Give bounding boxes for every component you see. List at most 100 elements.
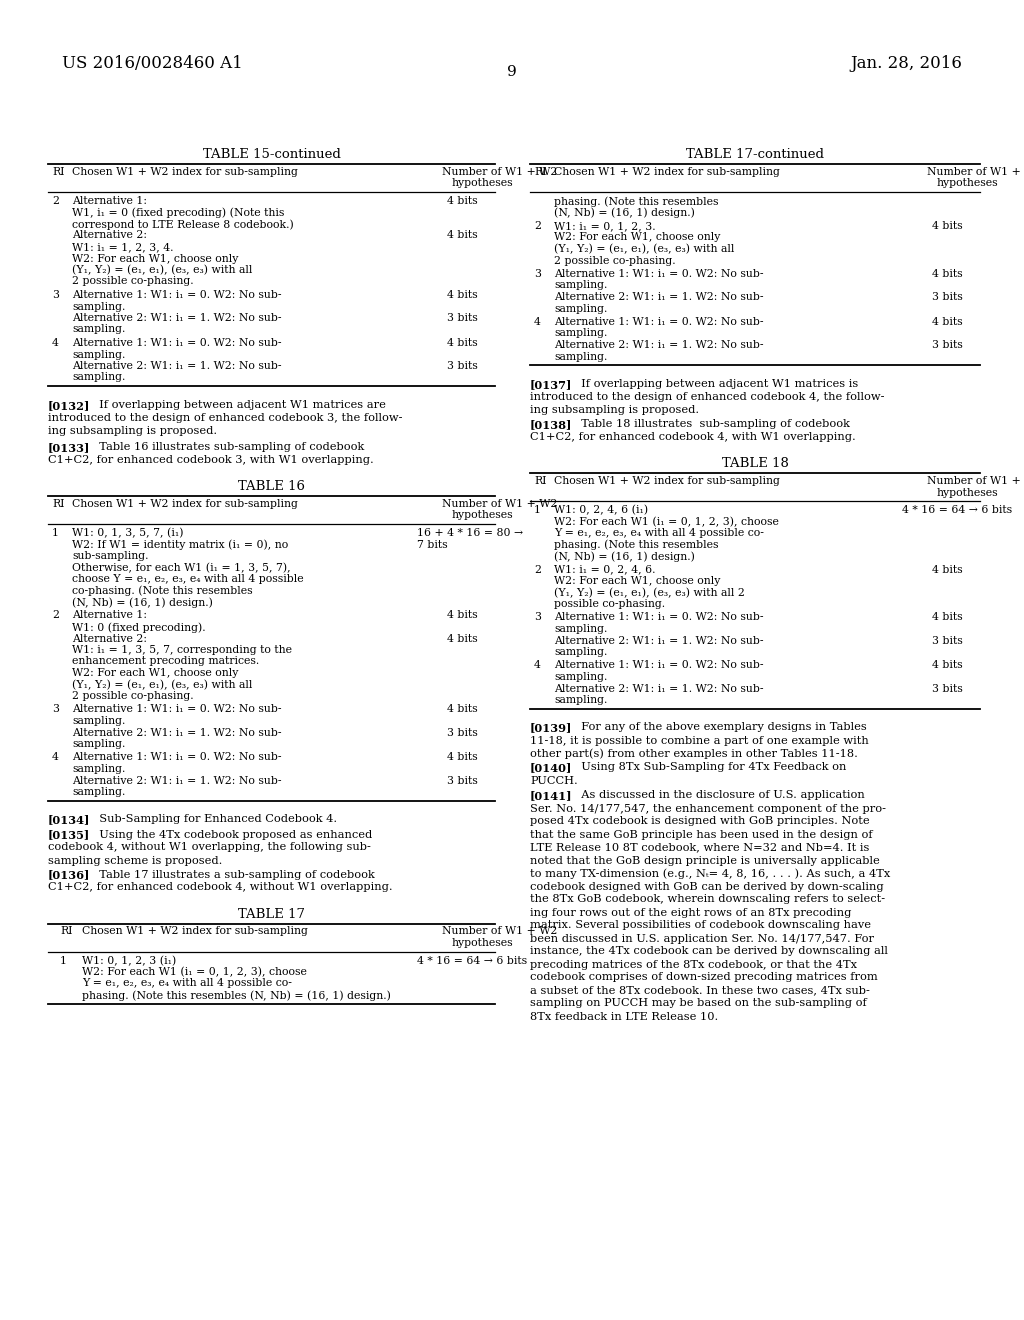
Text: Chosen W1 + W2 index for sub-sampling: Chosen W1 + W2 index for sub-sampling bbox=[72, 168, 298, 177]
Text: [0140]: [0140] bbox=[530, 763, 572, 774]
Text: Chosen W1 + W2 index for sub-sampling: Chosen W1 + W2 index for sub-sampling bbox=[554, 168, 780, 177]
Text: Ser. No. 14/177,547, the enhancement component of the pro-: Ser. No. 14/177,547, the enhancement com… bbox=[530, 804, 886, 813]
Text: 4 bits: 4 bits bbox=[447, 634, 477, 644]
Text: 11-18, it is possible to combine a part of one example with: 11-18, it is possible to combine a part … bbox=[530, 735, 868, 746]
Text: Alternative 1: W1: i₁ = 0. W2: No sub-: Alternative 1: W1: i₁ = 0. W2: No sub- bbox=[72, 705, 282, 714]
Text: W1: i₁ = 1, 2, 3, 4.: W1: i₁ = 1, 2, 3, 4. bbox=[72, 242, 173, 252]
Text: RI: RI bbox=[60, 927, 73, 936]
Text: sampling scheme is proposed.: sampling scheme is proposed. bbox=[48, 855, 222, 866]
Text: introduced to the design of enhanced codebook 4, the follow-: introduced to the design of enhanced cod… bbox=[530, 392, 885, 403]
Text: TABLE 17: TABLE 17 bbox=[238, 908, 305, 920]
Text: Chosen W1 + W2 index for sub-sampling: Chosen W1 + W2 index for sub-sampling bbox=[72, 499, 298, 510]
Text: sampling.: sampling. bbox=[72, 325, 125, 334]
Text: Alternative 1: W1: i₁ = 0. W2: No sub-: Alternative 1: W1: i₁ = 0. W2: No sub- bbox=[72, 290, 282, 300]
Text: Alternative 1: W1: i₁ = 0. W2: No sub-: Alternative 1: W1: i₁ = 0. W2: No sub- bbox=[554, 317, 764, 327]
Text: Alternative 2: W1: i₁ = 1. W2: No sub-: Alternative 2: W1: i₁ = 1. W2: No sub- bbox=[72, 313, 282, 323]
Text: Number of W1 + W2: Number of W1 + W2 bbox=[927, 168, 1024, 177]
Text: Number of W1 + W2: Number of W1 + W2 bbox=[442, 499, 557, 510]
Text: 3: 3 bbox=[52, 705, 59, 714]
Text: TABLE 18: TABLE 18 bbox=[722, 457, 788, 470]
Text: W1: 0, 1, 2, 3 (i₁): W1: 0, 1, 2, 3 (i₁) bbox=[82, 956, 176, 966]
Text: 4 bits: 4 bits bbox=[447, 338, 477, 348]
Text: ing subsampling is proposed.: ing subsampling is proposed. bbox=[48, 426, 217, 436]
Text: 2: 2 bbox=[534, 565, 541, 574]
Text: the 8Tx GoB codebook, wherein downscaling refers to select-: the 8Tx GoB codebook, wherein downscalin… bbox=[530, 895, 885, 904]
Text: 2 possible co-phasing.: 2 possible co-phasing. bbox=[72, 690, 194, 701]
Text: Chosen W1 + W2 index for sub-sampling: Chosen W1 + W2 index for sub-sampling bbox=[82, 927, 308, 936]
Text: 4 bits: 4 bits bbox=[932, 220, 963, 231]
Text: sampling on PUCCH may be based on the sub-sampling of: sampling on PUCCH may be based on the su… bbox=[530, 998, 866, 1008]
Text: 4 bits: 4 bits bbox=[932, 269, 963, 279]
Text: codebook 4, without W1 overlapping, the following sub-: codebook 4, without W1 overlapping, the … bbox=[48, 842, 371, 853]
Text: 1: 1 bbox=[534, 506, 541, 515]
Text: W2: If W1 = identity matrix (i₁ = 0), no: W2: If W1 = identity matrix (i₁ = 0), no bbox=[72, 540, 288, 550]
Text: 3: 3 bbox=[52, 290, 59, 300]
Text: correspond to LTE Release 8 codebook.): correspond to LTE Release 8 codebook.) bbox=[72, 219, 294, 230]
Text: If overlapping between adjacent W1 matrices is: If overlapping between adjacent W1 matri… bbox=[574, 379, 858, 389]
Text: Alternative 2: W1: i₁ = 1. W2: No sub-: Alternative 2: W1: i₁ = 1. W2: No sub- bbox=[72, 360, 282, 371]
Text: 4 bits: 4 bits bbox=[932, 612, 963, 623]
Text: enhancement precoding matrices.: enhancement precoding matrices. bbox=[72, 656, 259, 667]
Text: other part(s) from other examples in other Tables 11-18.: other part(s) from other examples in oth… bbox=[530, 748, 858, 759]
Text: Alternative 1:: Alternative 1: bbox=[72, 195, 147, 206]
Text: sampling.: sampling. bbox=[72, 372, 125, 383]
Text: (Y₁, Y₂) = (e₁, e₁), (e₃, e₃) with all 2: (Y₁, Y₂) = (e₁, e₁), (e₃, e₃) with all 2 bbox=[554, 587, 744, 598]
Text: phasing. (Note this resembles: phasing. (Note this resembles bbox=[554, 195, 719, 206]
Text: Alternative 2:: Alternative 2: bbox=[72, 231, 147, 240]
Text: 2 possible co-phasing.: 2 possible co-phasing. bbox=[72, 276, 194, 286]
Text: sampling.: sampling. bbox=[554, 696, 607, 705]
Text: Alternative 2: W1: i₁ = 1. W2: No sub-: Alternative 2: W1: i₁ = 1. W2: No sub- bbox=[72, 776, 282, 785]
Text: been discussed in U.S. application Ser. No. 14/177,547. For: been discussed in U.S. application Ser. … bbox=[530, 933, 874, 944]
Text: [0137]: [0137] bbox=[530, 379, 572, 389]
Text: sampling.: sampling. bbox=[554, 329, 607, 338]
Text: sampling.: sampling. bbox=[554, 624, 607, 634]
Text: introduced to the design of enhanced codebook 3, the follow-: introduced to the design of enhanced cod… bbox=[48, 413, 402, 422]
Text: TABLE 15-continued: TABLE 15-continued bbox=[203, 148, 340, 161]
Text: Alternative 1:: Alternative 1: bbox=[72, 610, 147, 620]
Text: 4 bits: 4 bits bbox=[447, 290, 477, 300]
Text: Alternative 2: W1: i₁ = 1. W2: No sub-: Alternative 2: W1: i₁ = 1. W2: No sub- bbox=[554, 684, 764, 693]
Text: 3 bits: 3 bits bbox=[932, 635, 963, 645]
Text: W1, i₁ = 0 (fixed precoding) (Note this: W1, i₁ = 0 (fixed precoding) (Note this bbox=[72, 207, 285, 218]
Text: W2: For each W1, choose only: W2: For each W1, choose only bbox=[72, 668, 239, 678]
Text: ing four rows out of the eight rows of an 8Tx precoding: ing four rows out of the eight rows of a… bbox=[530, 908, 851, 917]
Text: RI: RI bbox=[52, 168, 65, 177]
Text: hypotheses: hypotheses bbox=[452, 511, 514, 520]
Text: US 2016/0028460 A1: US 2016/0028460 A1 bbox=[62, 55, 243, 73]
Text: choose Y = e₁, e₂, e₃, e₄ with all 4 possible: choose Y = e₁, e₂, e₃, e₄ with all 4 pos… bbox=[72, 574, 304, 583]
Text: C1+C2, for enhanced codebook 3, with W1 overlapping.: C1+C2, for enhanced codebook 3, with W1 … bbox=[48, 455, 374, 465]
Text: 3 bits: 3 bits bbox=[932, 684, 963, 693]
Text: RI: RI bbox=[534, 168, 547, 177]
Text: 16 + 4 * 16 = 80 →: 16 + 4 * 16 = 80 → bbox=[417, 528, 523, 539]
Text: W1: i₁ = 1, 3, 5, 7, corresponding to the: W1: i₁ = 1, 3, 5, 7, corresponding to th… bbox=[72, 645, 292, 655]
Text: 4: 4 bbox=[52, 752, 58, 763]
Text: W1: i₁ = 0, 1, 2, 3.: W1: i₁ = 0, 1, 2, 3. bbox=[554, 220, 655, 231]
Text: that the same GoB principle has been used in the design of: that the same GoB principle has been use… bbox=[530, 829, 872, 840]
Text: [0132]: [0132] bbox=[48, 400, 90, 411]
Text: hypotheses: hypotheses bbox=[452, 178, 514, 189]
Text: sampling.: sampling. bbox=[72, 739, 125, 748]
Text: 3 bits: 3 bits bbox=[447, 313, 478, 323]
Text: (N, Nb) = (16, 1) design.): (N, Nb) = (16, 1) design.) bbox=[554, 550, 695, 561]
Text: sampling.: sampling. bbox=[554, 304, 607, 314]
Text: (Y₁, Y₂) = (e₁, e₁), (e₃, e₃) with all: (Y₁, Y₂) = (e₁, e₁), (e₃, e₃) with all bbox=[554, 244, 734, 255]
Text: W2: For each W1, choose only: W2: For each W1, choose only bbox=[554, 232, 720, 243]
Text: sampling.: sampling. bbox=[72, 350, 125, 359]
Text: possible co-phasing.: possible co-phasing. bbox=[554, 599, 666, 609]
Text: co-phasing. (Note this resembles: co-phasing. (Note this resembles bbox=[72, 586, 253, 597]
Text: 3 bits: 3 bits bbox=[447, 360, 478, 371]
Text: Y = e₁, e₂, e₃, e₄ with all 4 possible co-: Y = e₁, e₂, e₃, e₄ with all 4 possible c… bbox=[82, 978, 292, 989]
Text: Alternative 1: W1: i₁ = 0. W2: No sub-: Alternative 1: W1: i₁ = 0. W2: No sub- bbox=[554, 660, 764, 671]
Text: ing subsampling is proposed.: ing subsampling is proposed. bbox=[530, 405, 699, 414]
Text: phasing. (Note this resembles: phasing. (Note this resembles bbox=[554, 540, 719, 550]
Text: Using the 4Tx codebook proposed as enhanced: Using the 4Tx codebook proposed as enhan… bbox=[92, 829, 373, 840]
Text: For any of the above exemplary designs in Tables: For any of the above exemplary designs i… bbox=[574, 722, 866, 733]
Text: Otherwise, for each W1 (i₁ = 1, 3, 5, 7),: Otherwise, for each W1 (i₁ = 1, 3, 5, 7)… bbox=[72, 562, 291, 573]
Text: 4 * 16 = 64 → 6 bits: 4 * 16 = 64 → 6 bits bbox=[902, 506, 1012, 515]
Text: Table 16 illustrates sub-sampling of codebook: Table 16 illustrates sub-sampling of cod… bbox=[92, 442, 365, 451]
Text: matrix. Several possibilities of codebook downscaling have: matrix. Several possibilities of codeboo… bbox=[530, 920, 871, 931]
Text: W1: i₁ = 0, 2, 4, 6.: W1: i₁ = 0, 2, 4, 6. bbox=[554, 565, 655, 574]
Text: 1: 1 bbox=[60, 956, 67, 965]
Text: Alternative 2: W1: i₁ = 1. W2: No sub-: Alternative 2: W1: i₁ = 1. W2: No sub- bbox=[554, 341, 764, 350]
Text: (Y₁, Y₂) = (e₁, e₁), (e₃, e₃) with all: (Y₁, Y₂) = (e₁, e₁), (e₃, e₃) with all bbox=[72, 680, 252, 690]
